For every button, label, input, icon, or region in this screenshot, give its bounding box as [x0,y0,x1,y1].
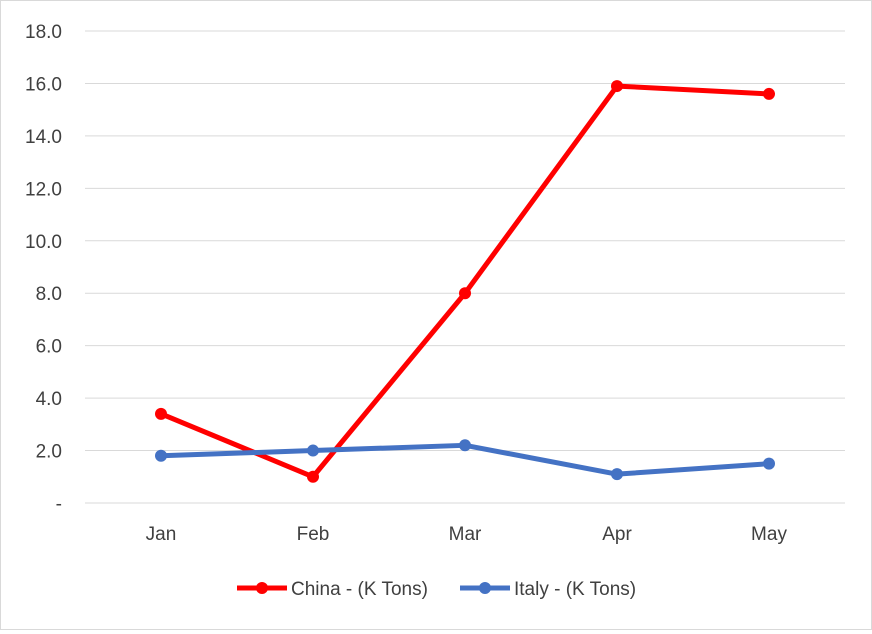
series-italy [155,439,775,481]
x-tick-label: Jan [146,524,177,545]
y-tick-label: 2.0 [36,442,62,463]
y-tick-label: 14.0 [25,127,62,148]
y-tick-label: 16.0 [25,74,62,95]
y-axis-tick-labels: - 2.0 4.0 6.0 8.0 10.0 12.0 14.0 16.0 18.0 [25,22,62,515]
data-point [459,287,471,300]
series-china [155,80,775,483]
legend-marker [479,582,491,594]
data-point [155,407,167,420]
x-tick-label: Feb [297,524,330,545]
data-point [763,87,775,100]
x-tick-label: May [751,524,787,545]
data-point [459,439,471,452]
y-tick-label: 6.0 [36,337,62,358]
legend-label: Italy - (K Tons) [514,579,636,600]
legend-label: China - (K Tons) [291,579,428,600]
series-layer [155,80,775,483]
y-tick-label: 10.0 [25,232,62,253]
legend-item: China - (K Tons) [237,579,428,600]
y-tick-label: 4.0 [36,389,62,410]
data-point [307,444,319,457]
x-tick-label: Apr [602,524,632,545]
y-tick-label: 8.0 [36,284,62,305]
data-point [611,80,623,93]
legend-marker [256,582,268,594]
y-tick-label: 18.0 [25,22,62,43]
data-point [155,449,167,462]
y-tick-label: 12.0 [25,179,62,200]
x-tick-label: Mar [449,524,482,545]
data-point [611,468,623,481]
series-line [158,83,772,480]
legend: China - (K Tons) Italy - (K Tons) [237,579,636,600]
legend-item: Italy - (K Tons) [460,579,636,600]
data-point [763,457,775,470]
data-point [307,470,319,483]
x-axis-tick-labels: Jan Feb Mar Apr May [146,524,788,545]
y-tick-label: - [56,494,62,515]
